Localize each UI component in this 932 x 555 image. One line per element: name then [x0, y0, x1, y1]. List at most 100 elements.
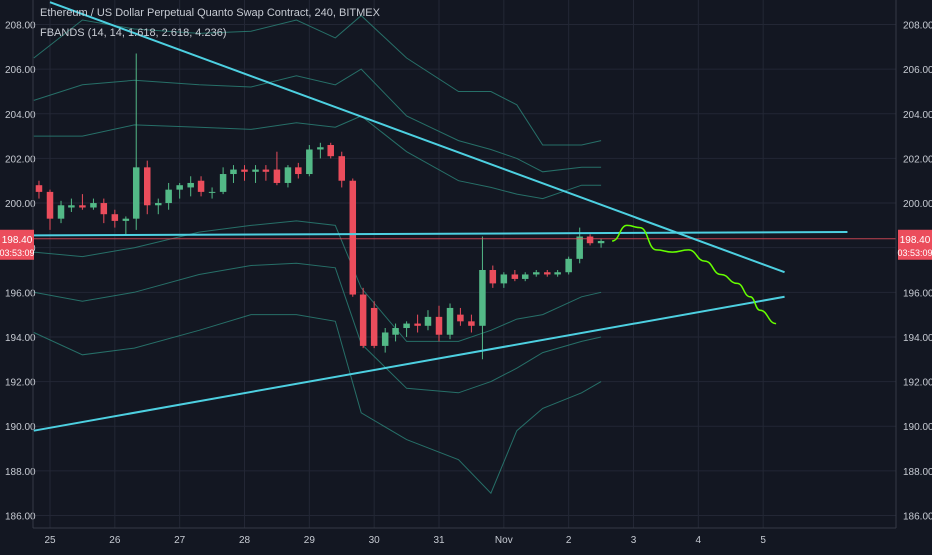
- y-tick-label-right: 188.00: [903, 467, 932, 478]
- candle-up: [187, 182, 194, 188]
- candle-up: [565, 258, 572, 273]
- y-tick-label-left: 194.00: [5, 333, 36, 344]
- candle-down: [349, 180, 357, 295]
- y-tick-label-right: 208.00: [903, 21, 932, 32]
- candle-down: [197, 180, 205, 192]
- y-tick-label-left: 186.00: [5, 512, 36, 523]
- y-tick-label-right: 200.00: [903, 199, 932, 210]
- candle-up: [284, 167, 292, 183]
- candle-down: [468, 321, 475, 326]
- candle-up: [521, 274, 529, 279]
- band-upper-3: [33, 14, 602, 146]
- candle-down: [111, 214, 119, 221]
- candle-up: [576, 236, 583, 259]
- price-tags: 198.40 03:53:09 198.40 03:53:09: [0, 229, 932, 260]
- y-tick-label-left: 208.00: [5, 21, 36, 32]
- y-tick-label-right: 196.00: [903, 288, 932, 299]
- candle-up: [306, 149, 313, 175]
- candle-down: [144, 167, 151, 206]
- candle-up: [554, 272, 561, 275]
- y-tick-label-right: 190.00: [903, 422, 932, 433]
- candle-down: [370, 307, 378, 346]
- candle-up: [597, 240, 605, 244]
- candle-up: [68, 205, 75, 208]
- candle-up: [155, 203, 162, 206]
- x-tick-label: 25: [44, 535, 56, 546]
- x-tick-label: 29: [304, 535, 316, 546]
- grid: [33, 0, 896, 528]
- x-tick-label: 2: [566, 535, 572, 546]
- candle-up: [500, 274, 508, 284]
- candle-down: [489, 270, 497, 284]
- candle-up: [219, 174, 227, 192]
- candle-down: [35, 185, 43, 192]
- candle-down: [79, 205, 86, 208]
- candle-up: [533, 272, 540, 275]
- y-tick-label-right: 202.00: [903, 154, 932, 165]
- band-lower-3: [33, 314, 602, 495]
- y-tick-label-right: 194.00: [903, 333, 932, 344]
- candle-up: [208, 191, 216, 193]
- price-tag-countdown-left: 03:53:09: [0, 248, 35, 258]
- band-upper-2: [33, 68, 602, 173]
- trendlines: [33, 1, 896, 432]
- candle-down: [544, 272, 551, 275]
- candle-up: [122, 218, 130, 221]
- candle-down: [414, 323, 421, 326]
- candle-up: [230, 169, 237, 175]
- price-tag-countdown-right: 03:53:09: [897, 248, 932, 258]
- candle-up: [90, 203, 97, 208]
- candle-up: [176, 185, 183, 190]
- y-tick-label-left: 206.00: [5, 65, 36, 76]
- price-tag-right: [898, 229, 932, 260]
- y-tick-label-right: 192.00: [903, 378, 932, 389]
- x-tick-label: 3: [631, 535, 637, 546]
- candle-down: [457, 314, 464, 322]
- candle-up: [381, 332, 389, 346]
- projection-curve: [611, 224, 777, 325]
- candle-up: [132, 167, 140, 219]
- indicator-label: FBANDS (14, 14, 1.618, 2.618, 4.236): [40, 27, 227, 39]
- candle-up: [252, 169, 259, 172]
- trendline-descending: [49, 1, 785, 274]
- price-tag-left: [0, 229, 34, 260]
- candle-down: [586, 236, 594, 244]
- y-tick-label-left: 196.00: [5, 288, 36, 299]
- candle-up: [424, 316, 432, 326]
- y-tick-label-right: 204.00: [903, 110, 932, 121]
- x-tick-label: 28: [239, 535, 251, 546]
- candle-up: [57, 205, 65, 219]
- candle-up: [317, 147, 324, 150]
- candle-down: [241, 169, 248, 172]
- chart-title: Ethereum / US Dollar Perpetual Quanto Sw…: [40, 7, 380, 19]
- y-tick-label-left: 202.00: [5, 154, 36, 165]
- y-tick-label-right: 186.00: [903, 512, 932, 523]
- candle-down: [327, 145, 334, 157]
- y-tick-label-left: 204.00: [5, 110, 36, 121]
- price-tag-value-right: 198.40: [900, 235, 931, 246]
- x-tick-label: 26: [109, 535, 121, 546]
- candle-down: [46, 191, 54, 219]
- candle-up: [165, 189, 172, 204]
- price-tag-value-left: 198.40: [2, 235, 33, 246]
- candle-down: [338, 156, 345, 181]
- candle-up: [479, 270, 486, 326]
- x-tick-label: 5: [760, 535, 766, 546]
- y-tick-label-left: 200.00: [5, 199, 36, 210]
- candle-down: [511, 274, 519, 279]
- x-tick-label: 30: [369, 535, 381, 546]
- trendline-horizontal: [33, 231, 848, 237]
- candle-down: [262, 169, 270, 172]
- y-tick-label-left: 188.00: [5, 467, 36, 478]
- y-tick-label-left: 190.00: [5, 422, 36, 433]
- candle-down: [295, 167, 302, 175]
- x-tick-label: 27: [174, 535, 186, 546]
- y-tick-label-right: 206.00: [903, 65, 932, 76]
- x-tick-label: 4: [696, 535, 702, 546]
- candle-up: [392, 328, 399, 335]
- x-tick-label: 31: [433, 535, 445, 546]
- trendline-ascending: [33, 295, 785, 432]
- candle-down: [273, 169, 281, 183]
